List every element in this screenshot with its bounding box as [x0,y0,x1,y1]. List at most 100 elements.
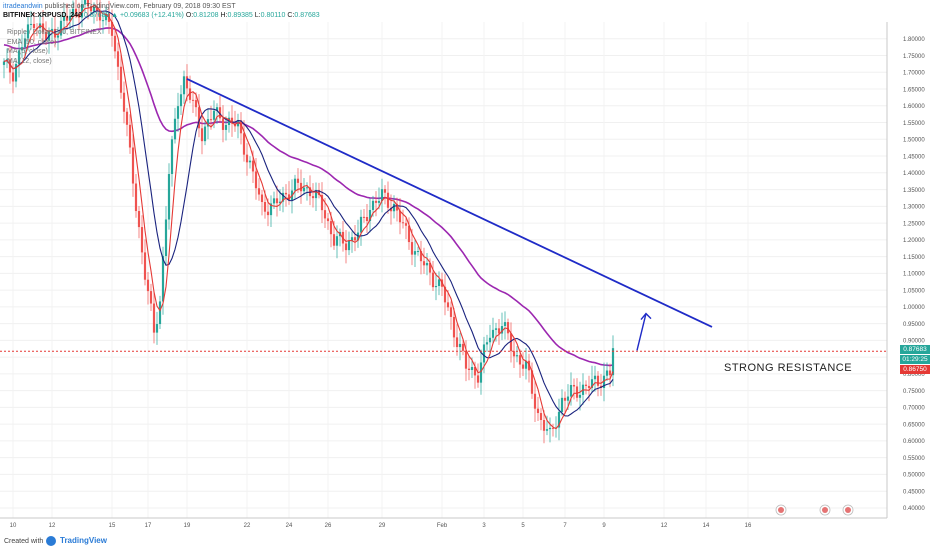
author-link[interactable]: itradeandwin [3,3,43,10]
y-tick-label: 0.45000 [903,489,925,495]
candle [311,183,315,208]
candle [134,173,138,218]
candle-body [452,316,456,338]
candle-body [80,4,84,18]
candle [509,322,513,363]
candle-body [443,286,447,303]
candle-body [425,262,429,266]
y-tick-label: 1.20000 [903,238,925,244]
legend-ma5[interactable]: MA (5, close) [7,48,48,55]
candle-body [407,225,411,243]
tradingview-brand[interactable]: TradingView [60,536,107,545]
candle [170,135,174,187]
candle [563,391,567,414]
candle [149,283,153,312]
candle-body [2,61,6,65]
ma-12-line [3,10,614,417]
low-value: 0.80110 [260,12,286,19]
candle [164,206,168,265]
candle-body [479,362,483,383]
ma12-path [3,10,614,417]
candle-body [155,324,159,333]
candle-body [146,279,150,292]
candle [413,239,417,268]
candle-body [182,76,186,95]
legend-title: Ripple / Dollar, 240, BITFINEX [7,29,102,36]
publish-text: published on TradingView.com, February 0… [44,3,236,10]
candle [407,217,411,250]
candle-body [206,119,210,127]
legend-ma12[interactable]: MA (12, close) [7,57,52,65]
candle [218,95,222,124]
candle-body [545,429,549,431]
candle-body [332,234,336,246]
candle [185,64,189,102]
candle [293,174,297,199]
candle-body [245,154,249,163]
candle-body [458,343,462,348]
candle [527,353,531,383]
candle [560,389,564,416]
candle [275,185,279,217]
x-tick-label: 24 [286,523,293,529]
candle-body [56,35,60,38]
candle-body [248,160,252,163]
y-tick-label: 1.00000 [903,305,925,311]
candle [503,311,507,340]
candle-body [380,189,384,201]
candle-body [596,375,600,386]
candle-body [302,187,306,192]
candle [500,312,504,341]
candle-body [98,10,102,21]
candle-body [497,328,501,334]
candle-body [125,111,129,125]
candle [593,365,597,392]
x-tick-label: 7 [563,523,567,529]
candle-body [485,342,489,345]
candle-body [167,174,171,220]
candle-body [191,99,195,101]
candle-body [224,124,228,130]
x-tick-label: 3 [482,523,486,529]
candle-body [314,190,318,199]
candle-body [311,196,315,199]
candle [266,198,270,227]
candle-body [461,343,465,351]
candle-body [365,217,369,222]
candle-body [113,35,117,52]
candle [404,216,408,240]
candle-body [548,427,552,430]
candle [551,423,555,437]
x-tick-label: 12 [49,523,56,529]
candle-body [266,211,270,216]
candle-body [122,92,126,112]
candle-body [131,147,135,184]
candle-body [62,16,66,21]
candle [365,203,369,233]
y-tick-label: 0.50000 [903,473,925,479]
candle-body [260,194,264,203]
candle-body [542,419,546,431]
event-flag-dot [845,507,851,513]
candle [29,10,33,30]
candle-body [17,50,21,64]
legend-ema[interactable]: EMA (50, close) [7,38,57,46]
candle-body [53,28,57,38]
candle-body [371,200,375,210]
candle-body [218,107,222,119]
candle-body [515,355,519,357]
candle-body [317,190,321,195]
candle-body [530,370,534,394]
candle-body [110,21,114,36]
candle-body [566,396,570,401]
candle [578,381,582,411]
candle [110,9,114,47]
candle [350,231,354,253]
x-tick-label: 26 [325,523,332,529]
candle-body [74,8,78,15]
ohlc-line: BITFINEX:XRPUSD, 240 0.87683 ▲ +0.09683 … [3,11,320,20]
candle [191,92,195,114]
candle-body [611,348,615,376]
line-price-tag: 0.86750 [900,365,930,374]
